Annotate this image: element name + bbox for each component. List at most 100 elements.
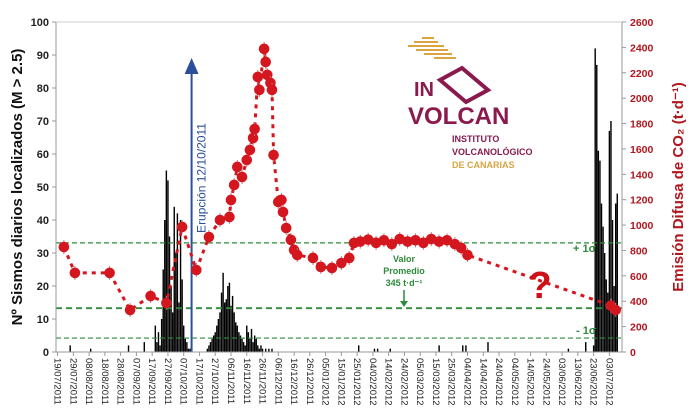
earthquake-bar [227, 286, 229, 352]
x-tick-label: 25/03/2012 [446, 358, 457, 406]
earthquake-bar [181, 279, 183, 352]
co2-data-point [291, 249, 303, 261]
earthquake-bar [206, 348, 209, 352]
earthquake-bar [186, 342, 188, 352]
right-tick-label: 2400 [630, 42, 654, 54]
earthquake-bar [271, 348, 273, 352]
left-tick-label: 30 [37, 248, 49, 260]
logo-text-volcanologico: VOLCANOLÓGICO [452, 146, 533, 157]
co2-data-point [214, 214, 226, 226]
x-tick-label: 08/08/2011 [83, 358, 94, 405]
co2-data-point [236, 171, 248, 183]
co2-data-point [224, 211, 235, 223]
earthquake-bar [209, 342, 212, 352]
x-tick-label: 19/07/2011 [52, 358, 63, 405]
earthquake-bar [487, 342, 489, 352]
earthquake-bar [214, 332, 216, 352]
earthquake-bar [230, 305, 232, 352]
earthquake-bar [597, 150, 600, 352]
earthquake-bar [235, 322, 237, 352]
x-tick-label: 27/10/2011 [209, 358, 220, 405]
co2-data-point [277, 206, 289, 218]
earthquake-bar [594, 48, 596, 353]
co2-series [58, 41, 621, 317]
x-tick-label: 03/07/2012 [603, 358, 614, 406]
mean-label-line3: 345 t·d⁻¹ [386, 278, 423, 288]
earthquake-bar [157, 332, 160, 352]
co2-data-point [418, 237, 429, 249]
earthquake-bar [170, 286, 172, 352]
earthquake-bar [182, 325, 185, 352]
earthquake-bar [69, 345, 71, 352]
logo-text-in: IN [414, 79, 434, 101]
co2-data-point [276, 194, 287, 206]
x-tick-label: 14/02/2012 [383, 358, 394, 406]
right-tick-label: 800 [630, 245, 648, 257]
co2-data-point [315, 261, 327, 273]
co2-data-point [225, 194, 237, 206]
earthquake-bar [154, 325, 157, 352]
right-tick-label: 1200 [630, 195, 654, 207]
co2-data-point [343, 252, 355, 264]
earthquake-bar [156, 342, 158, 352]
co2-data-point [244, 144, 256, 156]
reference-lines [56, 242, 622, 339]
right-tick-label: 2200 [630, 68, 654, 80]
earthquake-bar [250, 328, 253, 352]
x-tick-label: 06/11/2011 [225, 358, 236, 404]
x-tick-label: 25/01/2012 [351, 358, 362, 406]
co2-data-point [441, 235, 453, 246]
co2-data-point [58, 241, 70, 253]
earthquake-bar [613, 286, 615, 352]
earthquake-bar [222, 272, 224, 352]
earthquake-bar [171, 312, 174, 352]
earthquake-bar [184, 338, 186, 352]
earthquake-bar [242, 342, 245, 352]
earthquake-bar [268, 348, 270, 352]
earthquake-bar [173, 206, 175, 352]
earthquake-bar [252, 342, 254, 352]
co2-data-point [402, 236, 413, 247]
earthquake-bar [127, 345, 130, 352]
co2-data-point [268, 149, 279, 161]
co2-data-point [258, 43, 270, 55]
eruption-label: Erupción 12/10/2011 [195, 123, 209, 233]
x-tick-label: 24/05/2012 [540, 358, 551, 406]
earthquake-bar [249, 338, 251, 352]
co2-data-point [260, 56, 271, 68]
earthquake-bar [216, 325, 218, 352]
earthquake-bar [228, 282, 231, 352]
right-tick-label: 2000 [630, 93, 654, 105]
left-tick-label: 70 [37, 116, 49, 128]
right-tick-label: 1600 [630, 144, 654, 156]
earthquake-bar [376, 348, 379, 352]
minus-sigma-label: - 1σ [576, 325, 597, 337]
left-tick-label: 0 [43, 347, 49, 359]
earthquake-bar [164, 220, 166, 352]
co2-data-point [386, 238, 398, 250]
earthquake-bar [211, 338, 213, 352]
x-tick-label: 24/02/2012 [398, 358, 409, 406]
earthquake-bar [223, 302, 226, 352]
earthquake-bar [596, 64, 598, 353]
co2-data-point [104, 267, 115, 279]
eruption-annotation: Erupción 12/10/2011 [184, 58, 209, 352]
earthquake-bar [607, 292, 609, 352]
co2-data-point [124, 304, 136, 316]
right-tick-label: 400 [630, 296, 648, 308]
earthquake-bar [602, 226, 604, 352]
earthquake-bar [246, 325, 248, 352]
earthquake-bar [261, 348, 264, 352]
mean-label-line1: Valor [393, 254, 416, 264]
logo-flame-mark [408, 37, 456, 59]
earthquake-bar [610, 121, 612, 352]
earthquake-bar [599, 160, 601, 352]
earthquake-bar [239, 335, 242, 352]
x-tick-label: 29/07/2011 [67, 358, 78, 405]
left-tick-label: 20 [37, 281, 49, 293]
involcan-logo: IN VOLCAN INSTITUTO VOLCANOLÓGICO DE CAN… [408, 37, 533, 170]
earthquake-bar [614, 203, 617, 352]
earthquake-bar [244, 345, 246, 352]
x-tick-label: 04/04/2012 [461, 358, 472, 406]
